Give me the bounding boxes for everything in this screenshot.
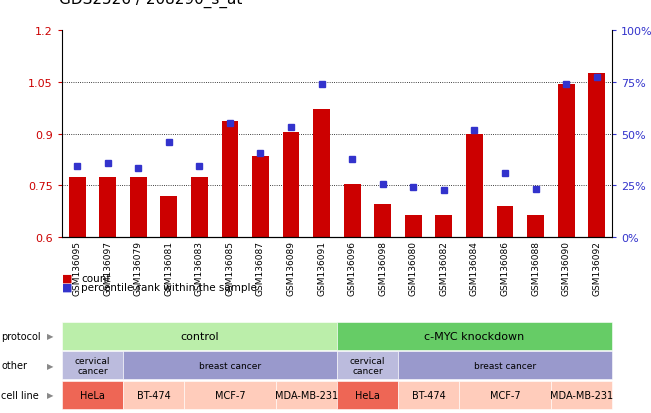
Bar bbox=[589, 74, 605, 237]
Bar bbox=[283, 133, 299, 237]
Text: BT-474: BT-474 bbox=[411, 390, 445, 400]
Text: breast cancer: breast cancer bbox=[199, 361, 261, 370]
Bar bbox=[405, 215, 422, 237]
Text: MCF-7: MCF-7 bbox=[490, 390, 520, 400]
Bar bbox=[436, 215, 452, 237]
Text: cell line: cell line bbox=[1, 390, 39, 400]
Bar bbox=[191, 177, 208, 237]
Text: ▶: ▶ bbox=[47, 332, 53, 341]
Bar bbox=[100, 177, 116, 237]
Text: percentile rank within the sample: percentile rank within the sample bbox=[81, 282, 257, 292]
Bar bbox=[527, 215, 544, 237]
Text: ■: ■ bbox=[62, 282, 72, 292]
Bar bbox=[466, 134, 483, 237]
Text: c-MYC knockdown: c-MYC knockdown bbox=[424, 331, 525, 341]
Text: breast cancer: breast cancer bbox=[474, 361, 536, 370]
Bar bbox=[558, 84, 574, 237]
Text: HeLa: HeLa bbox=[355, 390, 380, 400]
Bar bbox=[160, 196, 177, 237]
Bar bbox=[374, 205, 391, 237]
Bar bbox=[130, 177, 146, 237]
Bar bbox=[221, 122, 238, 237]
Text: HeLa: HeLa bbox=[80, 390, 105, 400]
Text: other: other bbox=[1, 361, 27, 370]
Text: MCF-7: MCF-7 bbox=[215, 390, 245, 400]
Bar bbox=[497, 206, 514, 237]
Text: cervical
cancer: cervical cancer bbox=[350, 356, 385, 375]
Text: ▶: ▶ bbox=[47, 361, 53, 370]
Bar bbox=[344, 184, 361, 237]
Text: cervical
cancer: cervical cancer bbox=[75, 356, 110, 375]
Bar bbox=[252, 157, 269, 237]
Text: MDA-MB-231: MDA-MB-231 bbox=[550, 390, 613, 400]
Text: protocol: protocol bbox=[1, 331, 41, 341]
Text: GDS2526 / 208290_s_at: GDS2526 / 208290_s_at bbox=[59, 0, 242, 8]
Bar bbox=[313, 110, 330, 237]
Text: MDA-MB-231: MDA-MB-231 bbox=[275, 390, 338, 400]
Text: ▶: ▶ bbox=[47, 390, 53, 399]
Text: BT-474: BT-474 bbox=[137, 390, 171, 400]
Text: count: count bbox=[81, 273, 111, 283]
Text: ■: ■ bbox=[62, 273, 72, 283]
Text: control: control bbox=[180, 331, 219, 341]
Bar bbox=[69, 177, 85, 237]
